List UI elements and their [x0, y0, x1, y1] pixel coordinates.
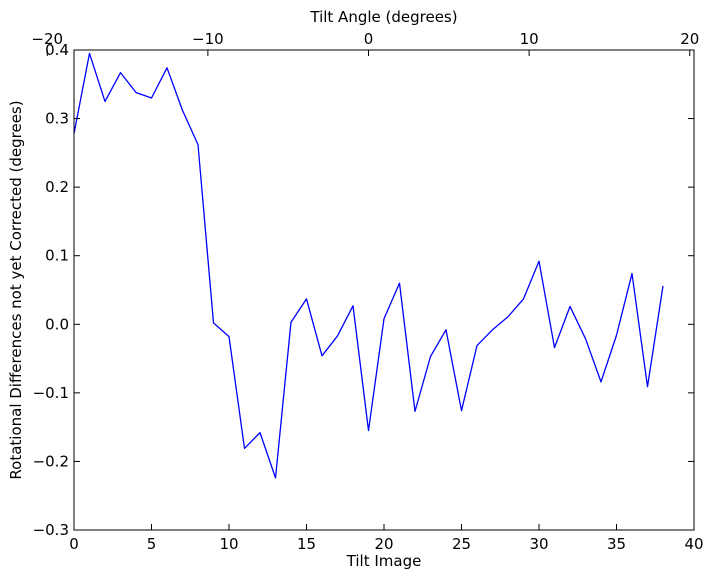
y-axis-title: Rotational Differences not yet Corrected… [7, 100, 25, 479]
top-x-tick-label: 20 [680, 30, 699, 48]
y-tick-labels: −0.3 −0.2 −0.1 0.0 0.1 0.2 0.3 0.4 [33, 41, 69, 539]
top-x-tick-labels: −30−20−100102030 [31, 30, 699, 48]
y-tick-label: 0.3 [45, 110, 69, 128]
x-tick-label: 20 [374, 535, 393, 553]
tick-marks [46, 49, 695, 531]
y-tick-label: −0.3 [33, 521, 69, 539]
x-tick-label: 5 [147, 535, 157, 553]
y-tick-label: 0.4 [45, 41, 69, 59]
top-x-tick-label: −10 [192, 30, 224, 48]
y-tick-label: −0.2 [33, 452, 69, 470]
top-x-tick-label: 0 [364, 30, 374, 48]
x-tick-label: 10 [219, 535, 238, 553]
plot-background [74, 50, 694, 530]
y-tick-label: −0.1 [33, 384, 69, 402]
y-tick-label: 0.2 [45, 178, 69, 196]
series-line [73, 52, 664, 479]
x-tick-labels: 0 5 10 15 20 25 30 35 40 [69, 535, 703, 553]
y-tick-label: 0.1 [45, 247, 69, 265]
x-tick-label: 35 [607, 535, 626, 553]
x-tick-label: 25 [452, 535, 471, 553]
top-x-tick-label: −20 [31, 30, 63, 48]
series-layer [73, 52, 664, 479]
x-axis-title: Tilt Image [346, 552, 422, 570]
x-tick-label: 15 [297, 535, 316, 553]
x-tick-label: 40 [684, 535, 703, 553]
x-tick-label: 0 [69, 535, 79, 553]
y-tick-label: 0.0 [45, 315, 69, 333]
x-tick-label: 30 [529, 535, 548, 553]
top-x-tick-label: 10 [520, 30, 539, 48]
top-x-axis-title: Tilt Angle (degrees) [309, 8, 457, 26]
